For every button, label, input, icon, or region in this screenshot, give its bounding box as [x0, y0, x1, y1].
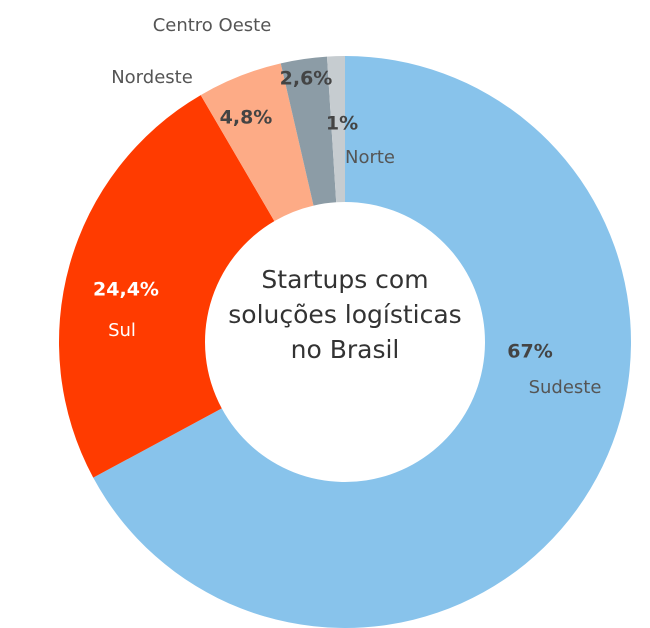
category-label: Nordeste	[111, 67, 193, 88]
donut-slice	[59, 95, 275, 478]
donut-slice	[327, 56, 345, 203]
value-label: 1%	[326, 113, 358, 135]
value-label: 24,4%	[93, 279, 159, 301]
category-label: Norte	[345, 147, 395, 168]
donut-slice	[280, 56, 337, 206]
donut-slice	[93, 56, 632, 628]
category-label: Sudeste	[529, 377, 602, 398]
value-label: 67%	[507, 341, 552, 363]
chart-title: Startups com soluções logísticas no Bras…	[228, 265, 462, 364]
category-label: Centro Oeste	[153, 15, 272, 36]
value-label: 2,6%	[280, 68, 333, 90]
category-label: Sul	[108, 320, 136, 341]
donut-slice	[200, 63, 314, 222]
value-label: 4,8%	[220, 107, 273, 129]
